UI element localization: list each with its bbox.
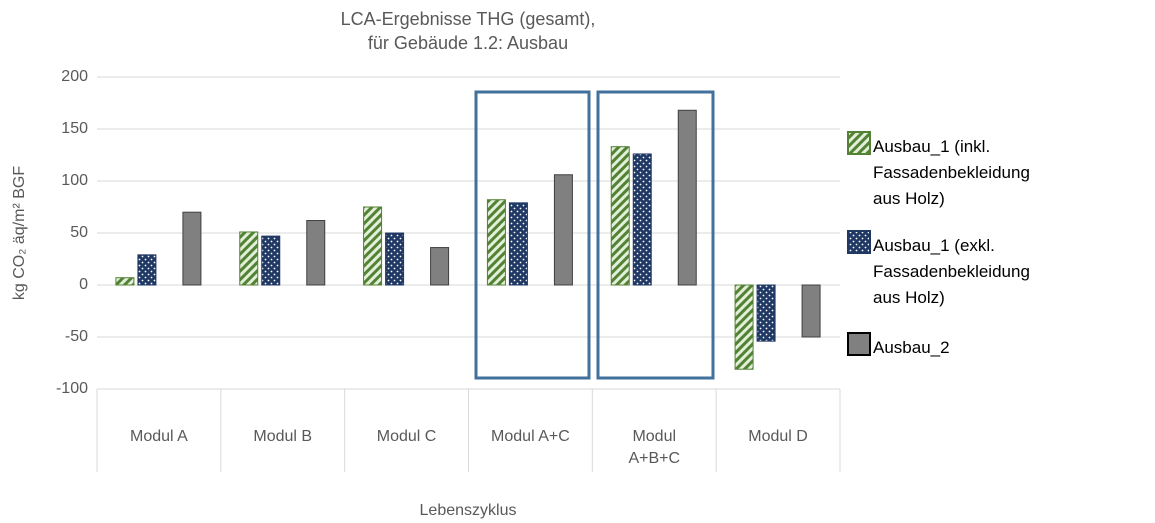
bar	[385, 232, 405, 286]
y-tick-label: -50	[65, 328, 88, 345]
legend-label: Ausbau_1 (inkl. Fassadenbekleidung aus Hol…	[873, 137, 1030, 208]
bar	[239, 231, 259, 286]
bar	[430, 247, 450, 286]
legend-label: Ausbau_2	[873, 338, 950, 357]
y-tick-label: 0	[79, 276, 88, 293]
bar	[261, 235, 281, 286]
x-tick-label: Modul D	[748, 428, 808, 445]
y-tick-label: 50	[70, 224, 88, 241]
y-tick-label: 200	[61, 68, 88, 85]
bar	[632, 153, 652, 286]
bar	[115, 277, 135, 286]
y-axis-label: kg CO₂ äq/m² BGF	[11, 166, 28, 300]
bar	[182, 211, 202, 286]
bar	[734, 284, 754, 370]
legend-swatch	[847, 131, 871, 155]
bar	[137, 254, 157, 286]
bar	[363, 206, 383, 286]
highlight-box	[596, 90, 715, 380]
bar	[677, 109, 697, 286]
x-tick-label: Modul A+B+C	[628, 428, 680, 467]
bar	[610, 146, 630, 286]
legend-swatch	[847, 332, 871, 356]
y-tick-label: -100	[56, 380, 88, 397]
y-tick-label: 150	[61, 120, 88, 137]
highlight-box	[474, 90, 591, 380]
bar	[486, 199, 506, 286]
legend-label: Ausbau_1 (exkl. Fassadenbekleidung aus Hol…	[873, 236, 1030, 307]
x-tick-label: Modul B	[253, 428, 312, 445]
chart-title: LCA-Ergebnisse THG (gesamt),	[341, 9, 596, 29]
x-axis-label: Lebenszyklus	[420, 502, 517, 519]
chart-title: für Gebäude 1.2: Ausbau	[368, 33, 568, 53]
bar	[553, 174, 573, 286]
bar	[306, 220, 326, 286]
x-tick-label: Modul A+C	[491, 428, 570, 445]
legend-swatch	[847, 230, 871, 254]
bar	[756, 284, 776, 342]
x-tick-label: Modul A	[130, 428, 188, 445]
bar	[801, 284, 821, 338]
x-tick-label: Modul C	[377, 428, 437, 445]
bar	[508, 202, 528, 286]
y-tick-label: 100	[61, 172, 88, 189]
grid	[97, 76, 840, 390]
